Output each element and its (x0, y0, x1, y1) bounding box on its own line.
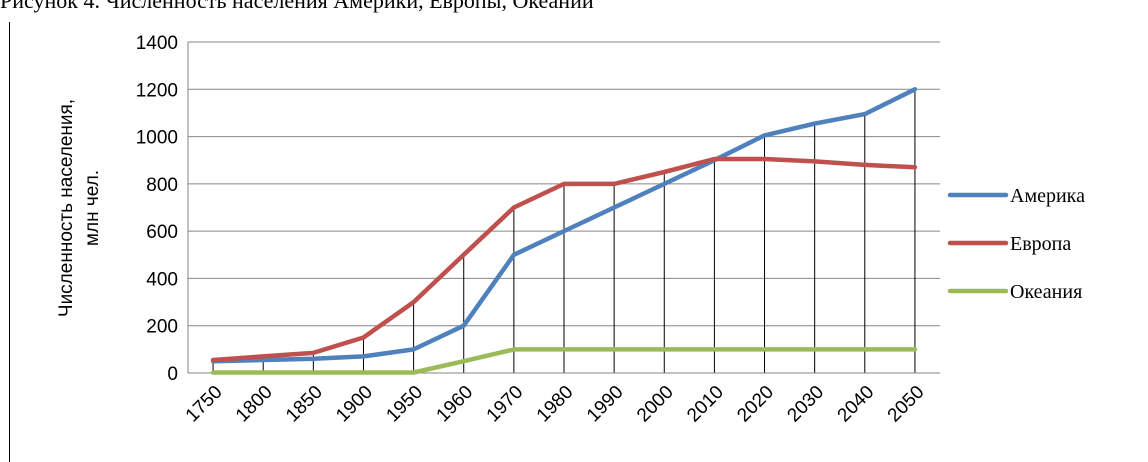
x-tick-2000: 2000 (633, 382, 678, 427)
legend: Америка Европа Океания (947, 185, 1085, 303)
legend-label-2: Европа (1010, 233, 1071, 255)
x-tick-2030: 2030 (783, 382, 828, 427)
series-line-3 (210, 347, 918, 375)
y-tick-800: 800 (146, 175, 178, 196)
x-tick-labels: 1750 1800 1850 1900 1950 1960 1970 1980 1990 2000… (182, 382, 929, 427)
legend-label-3: Океания (1010, 281, 1082, 303)
y-tick-1400: 1400 (136, 33, 178, 54)
x-tick-1970: 1970 (483, 382, 528, 427)
x-tick-1850: 1850 (282, 382, 327, 427)
y-tick-600: 600 (146, 222, 178, 243)
y-tick-0: 0 (167, 364, 178, 385)
legend-label-1: Америка (1010, 185, 1085, 207)
x-tick-2010: 2010 (683, 382, 728, 427)
x-tick-1800: 1800 (232, 382, 277, 427)
x-tick-1960: 1960 (433, 382, 478, 427)
y-tick-1200: 1200 (136, 80, 178, 101)
x-tick-1990: 1990 (583, 382, 628, 427)
x-tick-2020: 2020 (733, 382, 778, 427)
y-tick-1000: 1000 (136, 128, 178, 149)
y-axis-label-line2: млн чел. (82, 170, 103, 246)
y-tick-200: 200 (146, 317, 178, 338)
series-lines (210, 87, 918, 375)
frame-left-border (9, 22, 10, 462)
x-tick-2050: 2050 (884, 382, 929, 427)
x-tick-1950: 1950 (382, 382, 427, 427)
figure-caption: Рисунок 4. Численность населения Америки… (0, 0, 594, 13)
y-axis-label-line1: Численность населения, (56, 99, 77, 317)
y-tick-400: 400 (146, 269, 178, 290)
x-tick-1900: 1900 (332, 382, 377, 427)
y-tick-labels: 0 200 400 600 800 1000 1200 1400 (136, 33, 178, 385)
series-line-1 (210, 87, 918, 364)
x-tick-2040: 2040 (834, 382, 879, 427)
x-tick-1980: 1980 (533, 382, 578, 427)
x-tick-1750: 1750 (182, 382, 227, 427)
series-line-2 (210, 156, 918, 363)
